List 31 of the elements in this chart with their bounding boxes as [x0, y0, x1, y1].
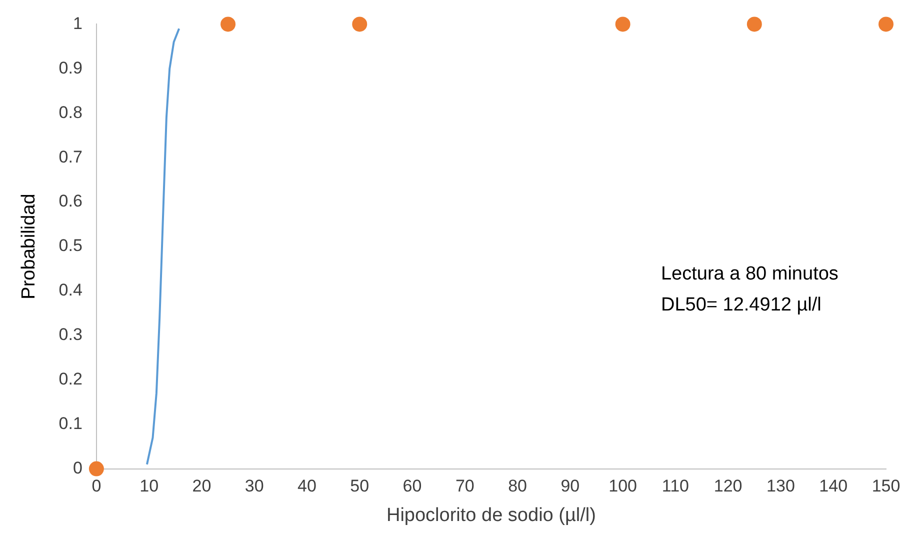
- y-tick-label: 0.6: [58, 192, 82, 211]
- annotation: Lectura a 80 minutos: [660, 263, 838, 284]
- x-tick-label: 50: [350, 476, 370, 496]
- x-tick-label: 40: [298, 476, 316, 496]
- x-tick-label: 80: [508, 476, 527, 496]
- y-tick-label: 0.2: [58, 370, 82, 389]
- x-tick-label: 60: [402, 476, 422, 496]
- y-tick-label: 0.1: [58, 414, 82, 434]
- y-tick-label: 1: [72, 14, 82, 33]
- x-tick-label: 150: [872, 476, 900, 496]
- annotation: DL50= 12.4912 µl/l: [660, 294, 822, 316]
- y-tick-label: 0.7: [58, 147, 82, 166]
- y-axis-title: Probabilidad: [18, 194, 40, 300]
- x-tick-label: 70: [455, 476, 474, 496]
- x-tick-label: 20: [192, 476, 212, 496]
- x-tick-label: 100: [608, 476, 637, 496]
- y-tick-label: 0.5: [58, 236, 82, 256]
- y-tick-label: 0.9: [58, 58, 82, 78]
- x-tick-label: 120: [714, 476, 742, 496]
- x-tick-label: 110: [662, 476, 690, 496]
- y-tick-label: 0.4: [58, 280, 82, 300]
- y-tick-label: 0: [72, 458, 82, 478]
- x-tick-label: 10: [140, 476, 159, 496]
- y-tick-label: 0.3: [58, 325, 82, 344]
- x-tick-label: 30: [244, 476, 264, 496]
- x-tick-label: 130: [766, 476, 795, 496]
- x-axis-title: Hipoclorito de sodio (µl/l): [386, 504, 596, 526]
- x-tick-label: 140: [819, 476, 848, 496]
- y-tick-label: 0.8: [58, 102, 82, 122]
- x-tick-label: 90: [560, 476, 580, 496]
- x-tick-label: 0: [92, 476, 102, 496]
